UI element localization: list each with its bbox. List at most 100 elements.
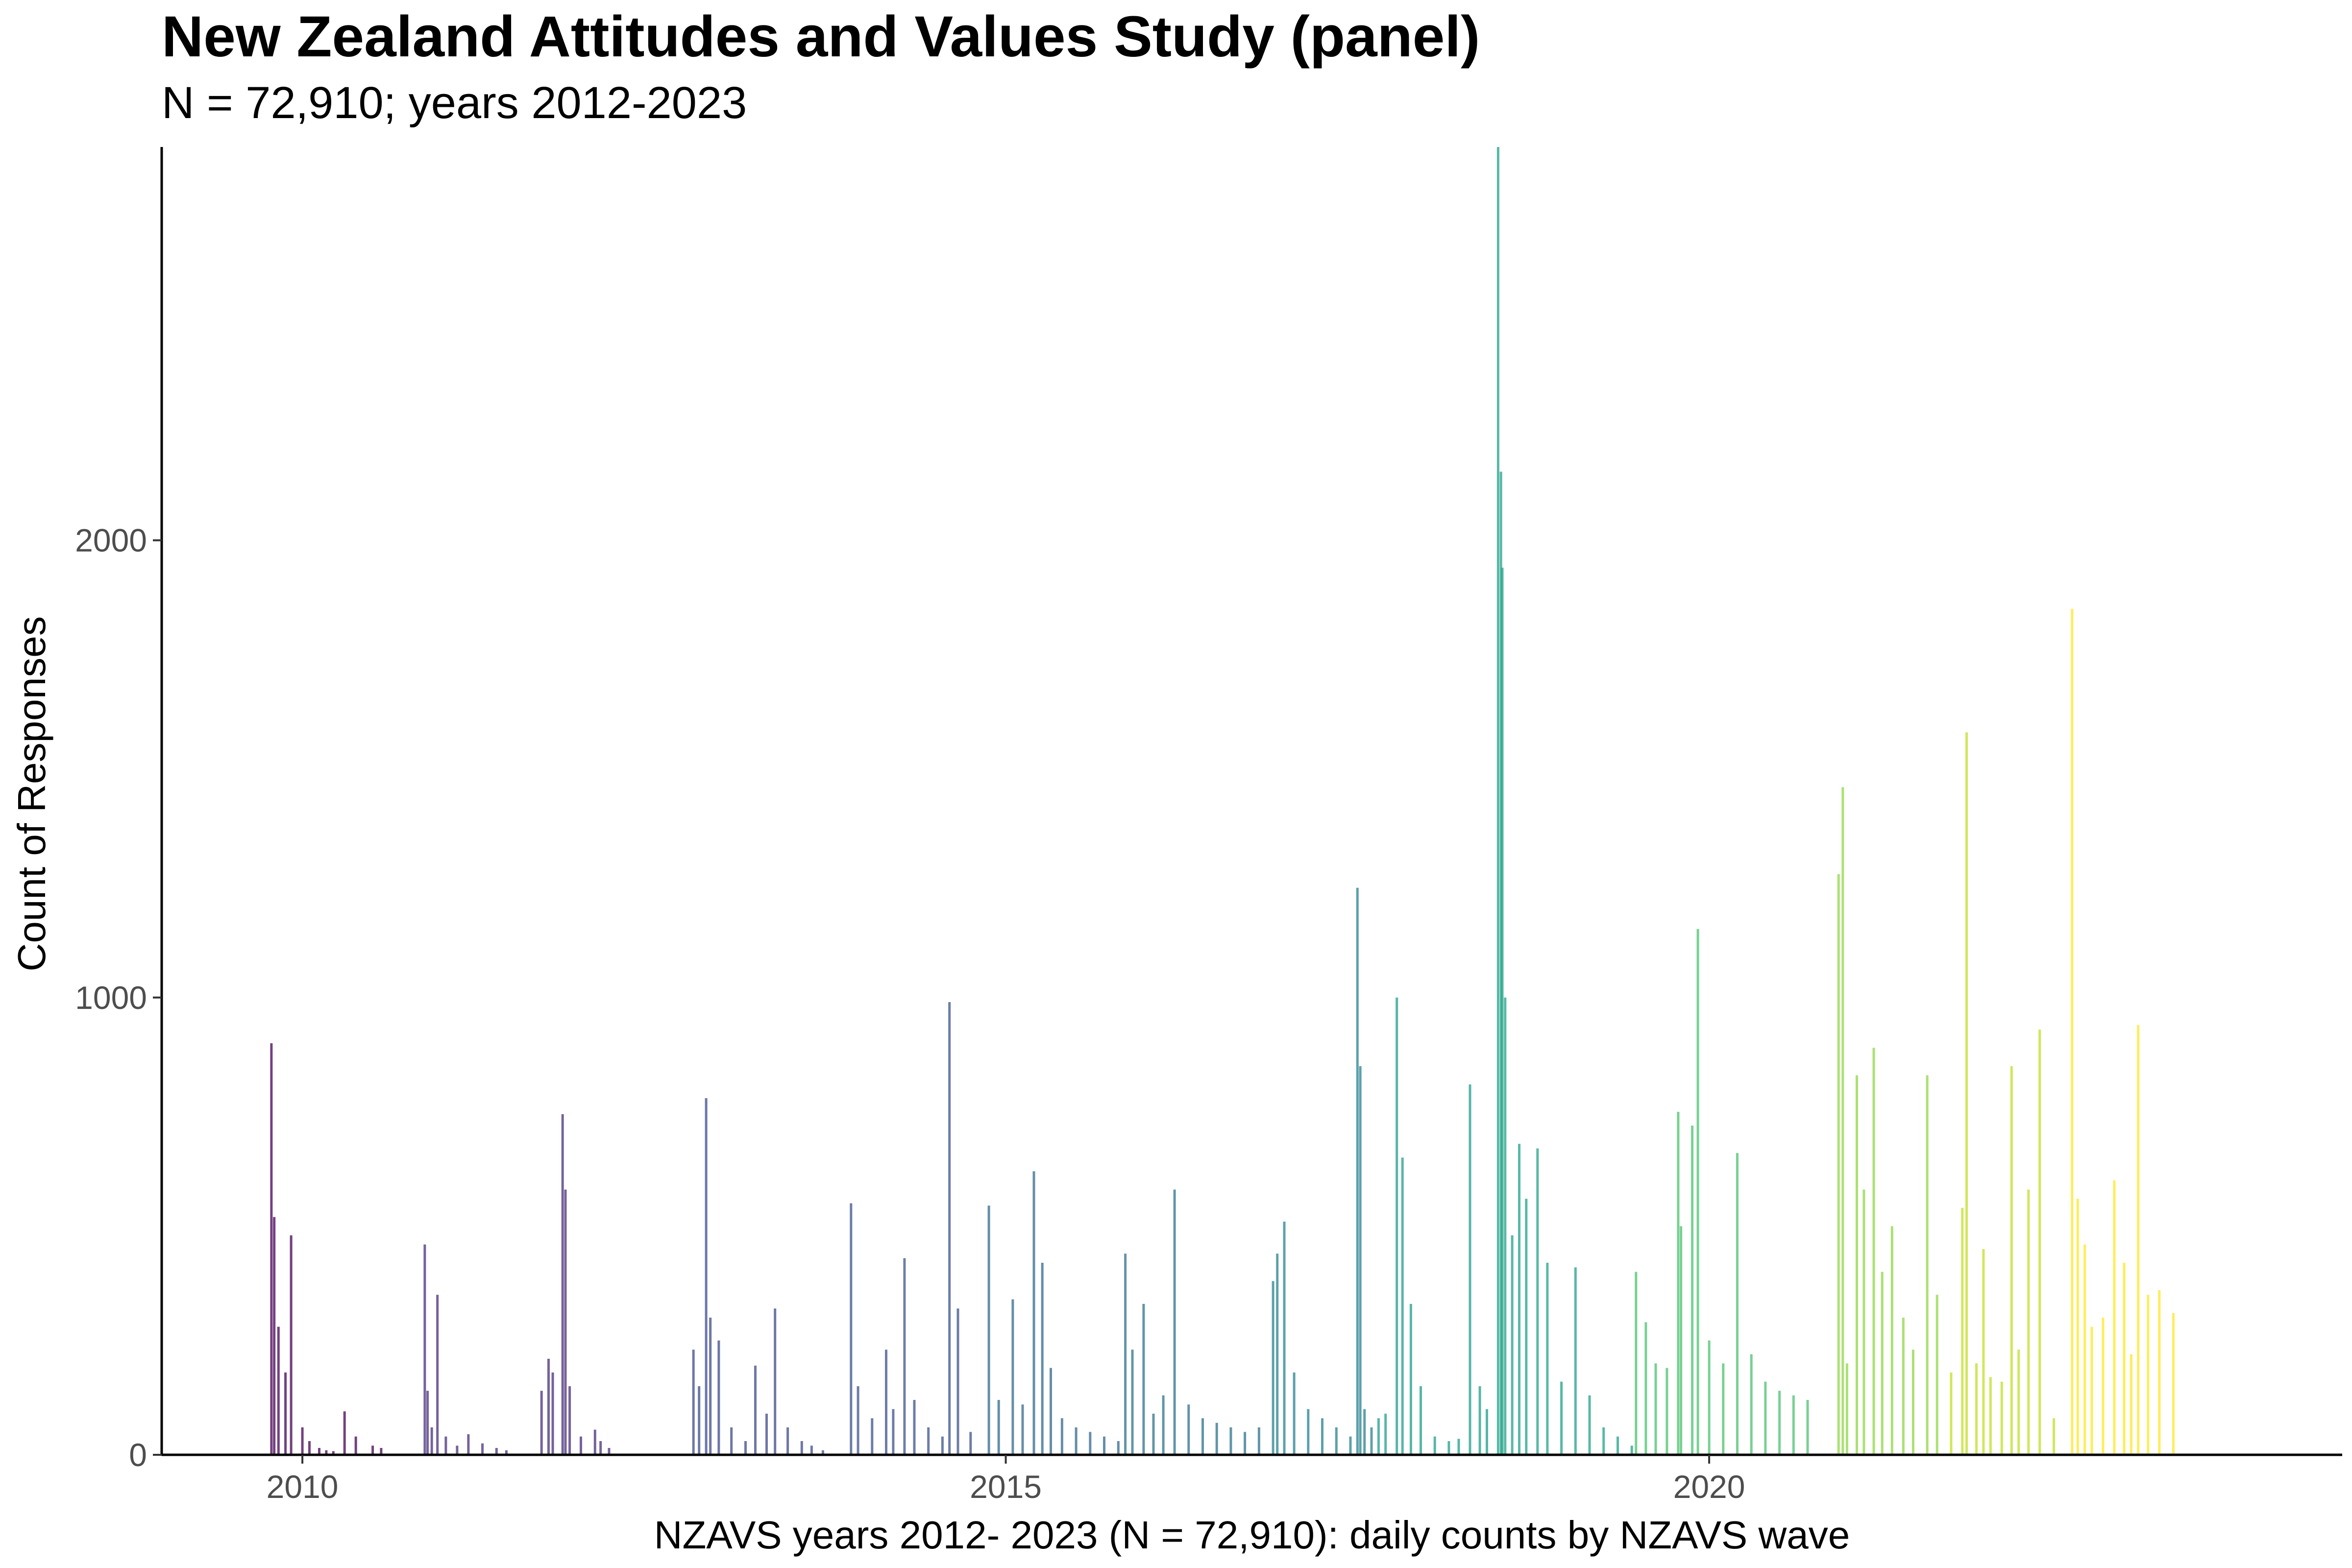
bar-wave13-9: [2017, 1349, 2020, 1455]
bar-wave11-1: [1635, 1272, 1638, 1455]
bar-wave11-9: [1708, 1340, 1711, 1455]
bar-wave6-10: [1089, 1432, 1092, 1455]
bar-wave12-5: [1862, 1189, 1865, 1455]
bar-wave13-7: [2000, 1381, 2003, 1455]
bar-wave2-1: [423, 1244, 426, 1455]
bar-wave1-5: [290, 1235, 293, 1455]
bar-wave1-7: [308, 1441, 311, 1455]
bar-wave1-14: [380, 1448, 383, 1455]
bar-wave13-12: [2053, 1418, 2055, 1455]
bar-wave4-11: [786, 1427, 789, 1455]
bar-wave1-2: [273, 1217, 276, 1455]
bar-wave10-13: [1602, 1427, 1605, 1455]
bar-wave7-9: [1215, 1422, 1218, 1455]
bar-wave1-10: [332, 1451, 335, 1455]
bar-wave4-7: [744, 1441, 747, 1455]
bar-wave4-5: [717, 1340, 720, 1455]
bar-wave1-6: [301, 1427, 304, 1455]
bar-wave8-2: [1276, 1253, 1279, 1455]
bar-wave14-6: [2113, 1180, 2116, 1455]
bar-wave10-8: [1536, 1148, 1539, 1455]
bar-wave8-4: [1293, 1372, 1296, 1455]
bar-wave4-10: [774, 1308, 777, 1455]
bar-wave11-12: [1750, 1354, 1753, 1455]
bar-wave6-1: [987, 1205, 990, 1455]
bar-wave9-1: [1377, 1418, 1380, 1455]
bar-wave3-2: [547, 1359, 550, 1455]
bar-wave1-1: [270, 1043, 273, 1455]
bar-wave12-8: [1890, 1226, 1893, 1455]
bar-wave3-6: [568, 1386, 571, 1455]
bar-wave7-4: [1152, 1414, 1155, 1455]
bar-wave1-4: [284, 1372, 287, 1455]
bar-wave14-9: [2137, 1025, 2140, 1455]
bar-wave9-3: [1396, 997, 1398, 1455]
bar-wave4-8: [754, 1366, 757, 1455]
bar-wave2-3: [430, 1427, 433, 1455]
bar-wave6-6: [1041, 1263, 1044, 1455]
bar-wave13-5: [1982, 1249, 1985, 1455]
bar-wave10-11: [1574, 1267, 1577, 1455]
bar-wave3-5: [564, 1189, 567, 1455]
bar-wave10-7: [1525, 1199, 1528, 1455]
bar-wave7-2: [1131, 1349, 1134, 1455]
bar-wave12-9: [1902, 1318, 1905, 1455]
bar-wave12-4: [1856, 1075, 1858, 1455]
bar-wave11-14: [1778, 1391, 1781, 1455]
bar-wave7-8: [1201, 1418, 1204, 1455]
bar-wave10-15: [1630, 1446, 1633, 1455]
bar-wave12-1: [1837, 874, 1840, 1455]
bar-wave5-10: [948, 1002, 951, 1455]
bar-wave8-8: [1349, 1436, 1352, 1455]
bar-wave13-6: [1989, 1377, 1992, 1455]
bar-wave9-5: [1409, 1304, 1412, 1455]
ticks-layer: 2010 2015 2020 0 1000 2000: [75, 522, 1745, 1505]
bar-wave14-11: [2158, 1290, 2161, 1455]
bar-wave9-10: [1469, 1084, 1471, 1455]
bar-wave7-10: [1229, 1427, 1232, 1455]
y-axis-title: Count of Responses: [10, 616, 53, 972]
bar-wave4-2: [698, 1386, 701, 1455]
bar-wave1-8: [318, 1448, 320, 1455]
bar-wave8-3: [1283, 1222, 1286, 1455]
bar-wave13-3: [1965, 732, 1968, 1455]
bar-wave10-6: [1518, 1144, 1520, 1455]
bar-wave7-12: [1257, 1427, 1260, 1455]
bar-wave6-12: [1117, 1441, 1120, 1455]
bar-wave10-1: [1496, 147, 1499, 1455]
y-tick-label: 2000: [75, 522, 147, 559]
bar-wave2-4: [436, 1295, 439, 1455]
bar-wave11-11: [1736, 1153, 1739, 1455]
bar-wave9-11: [1478, 1386, 1481, 1455]
bar-wave3-4: [561, 1114, 564, 1455]
bar-wave4-9: [765, 1414, 768, 1455]
bar-wave8-7: [1335, 1427, 1338, 1455]
bar-wave4-12: [800, 1441, 803, 1455]
bar-wave9-8: [1447, 1441, 1450, 1455]
bar-wave5-2: [857, 1386, 859, 1455]
bar-wave1-12: [354, 1436, 357, 1455]
bar-wave8-6: [1321, 1418, 1323, 1455]
bar-wave3-10: [608, 1448, 611, 1455]
bar-wave5-3: [871, 1418, 874, 1455]
bar-wave9-6: [1420, 1386, 1422, 1455]
bar-wave14-10: [2147, 1295, 2150, 1455]
bar-wave8-12: [1370, 1427, 1373, 1455]
bar-wave12-12: [1936, 1295, 1938, 1455]
bar-wave12-6: [1872, 1048, 1875, 1455]
bar-wave9-9: [1457, 1439, 1460, 1455]
bar-wave11-4: [1666, 1368, 1668, 1455]
bar-wave11-10: [1722, 1363, 1725, 1455]
bar-wave6-7: [1050, 1368, 1052, 1455]
bar-wave5-7: [913, 1400, 916, 1455]
bar-wave12-3: [1845, 1363, 1848, 1455]
bar-wave4-13: [810, 1446, 813, 1455]
bar-wave11-15: [1792, 1395, 1795, 1455]
bar-wave1-3: [277, 1326, 280, 1455]
bar-wave10-2: [1499, 471, 1502, 1455]
bar-wave6-3: [1011, 1299, 1014, 1455]
bar-wave8-9: [1356, 887, 1359, 1455]
bar-wave10-4: [1504, 997, 1507, 1455]
bar-wave7-11: [1244, 1432, 1247, 1455]
bar-wave5-11: [956, 1308, 959, 1455]
